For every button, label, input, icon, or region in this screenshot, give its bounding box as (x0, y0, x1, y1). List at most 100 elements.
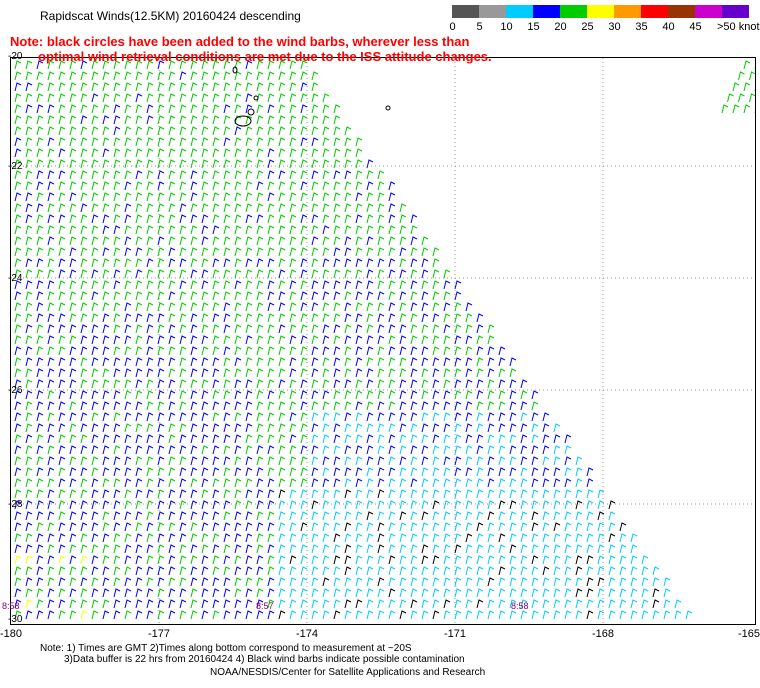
wind-barb (47, 434, 55, 444)
wind-barb (377, 533, 385, 543)
wind-barb (575, 610, 583, 620)
wind-barb (80, 137, 88, 147)
wind-barb (465, 357, 473, 367)
wind-barb (443, 379, 451, 389)
wind-barb (124, 335, 132, 345)
wind-barb (212, 181, 220, 191)
wind-barb (377, 467, 385, 477)
wind-barb (476, 599, 484, 609)
wind-barb (179, 93, 187, 103)
wind-barb (256, 555, 264, 565)
wind-barb (179, 511, 187, 521)
wind-barb (234, 610, 242, 620)
wind-barb (135, 555, 143, 565)
wind-barb (619, 577, 627, 587)
wind-barb (146, 225, 154, 235)
wind-barb (465, 489, 473, 499)
wind-barb (25, 82, 33, 92)
wind-barb (366, 302, 374, 312)
wind-barb (80, 302, 88, 312)
wind-barb (223, 60, 231, 70)
wind-barb (311, 71, 319, 81)
wind-barb (322, 170, 330, 180)
wind-barb (322, 522, 330, 532)
wind-barb (388, 566, 396, 576)
wind-barb (190, 126, 198, 136)
wind-barb (234, 511, 242, 521)
wind-barb (531, 445, 539, 455)
wind-barb (36, 346, 44, 356)
wind-barb (333, 445, 341, 455)
wind-barb (25, 313, 33, 323)
wind-barb (135, 456, 143, 466)
wind-barb (586, 478, 594, 488)
wind-barb (146, 203, 154, 213)
wind-barb (531, 599, 539, 609)
wind-barb (278, 247, 286, 257)
wind-barb (344, 346, 352, 356)
wind-barb (14, 401, 22, 411)
wind-barb (135, 544, 143, 554)
lon-label: -177 (148, 628, 171, 640)
wind-barb (355, 335, 363, 345)
wind-barb (476, 456, 484, 466)
wind-barb (135, 522, 143, 532)
wind-barb (47, 126, 55, 136)
wind-barb (212, 401, 220, 411)
wind-barb (732, 104, 740, 114)
wind-barb (575, 599, 583, 609)
wind-barb (91, 181, 99, 191)
wind-barb (36, 181, 44, 191)
wind-barb (564, 456, 572, 466)
wind-barb (575, 555, 583, 565)
wind-barb (190, 368, 198, 378)
wind-barb (80, 511, 88, 521)
wind-barb (179, 577, 187, 587)
wind-barb (388, 577, 396, 587)
wind-barb (432, 577, 440, 587)
wind-barb (201, 577, 209, 587)
wind-barb (355, 423, 363, 433)
wind-barb (223, 291, 231, 301)
wind-barb (333, 115, 341, 125)
wind-barb (80, 390, 88, 400)
wind-barb (443, 291, 451, 301)
wind-barb (223, 93, 231, 103)
wind-barb (25, 137, 33, 147)
wind-barb (201, 522, 209, 532)
wind-barb (36, 170, 44, 180)
wind-barb (25, 500, 33, 510)
wind-barb (465, 555, 473, 565)
wind-barb (344, 192, 352, 202)
wind-barb (399, 346, 407, 356)
wind-barb (135, 137, 143, 147)
wind-barb (245, 456, 253, 466)
wind-barb (146, 247, 154, 257)
wind-barb (25, 577, 33, 587)
wind-barb (311, 368, 319, 378)
wind-barb (289, 137, 297, 147)
wind-barb (80, 379, 88, 389)
wind-barb (201, 555, 209, 565)
wind-barb (36, 203, 44, 213)
wind-barb (69, 500, 77, 510)
wind-barb (289, 566, 297, 576)
wind-barb (168, 357, 176, 367)
wind-barb (256, 247, 264, 257)
wind-barb (47, 478, 55, 488)
wind-barb (223, 82, 231, 92)
wind-barb (432, 467, 440, 477)
wind-barb (421, 511, 429, 521)
wind-barb (311, 335, 319, 345)
wind-barb (509, 445, 517, 455)
wind-barb (234, 214, 242, 224)
wind-barb (388, 181, 396, 191)
wind-barb (410, 368, 418, 378)
wind-barb (47, 555, 55, 565)
wind-barb (91, 456, 99, 466)
wind-barb (146, 500, 154, 510)
wind-barb (256, 357, 264, 367)
wind-barb (157, 170, 165, 180)
wind-barb (608, 599, 616, 609)
wind-barb (157, 390, 165, 400)
